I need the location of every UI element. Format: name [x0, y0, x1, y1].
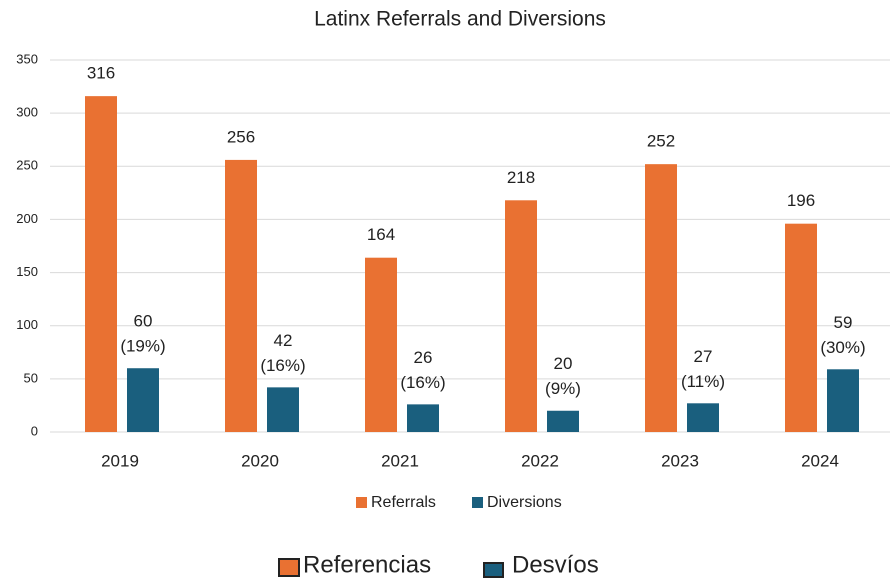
y-tick-label: 50	[24, 370, 38, 385]
x-tick-label: 2020	[241, 451, 279, 470]
data-label: 60	[134, 312, 153, 331]
y-tick-label: 0	[31, 423, 38, 438]
legend-swatch	[472, 497, 483, 508]
x-tick-label: 2023	[661, 451, 699, 470]
data-label: 20	[554, 354, 573, 373]
y-tick-label: 250	[16, 158, 38, 173]
legend-label: Diversions	[487, 494, 562, 511]
bar	[785, 223, 817, 432]
y-tick-label: 200	[16, 211, 38, 226]
y-tick-label: 100	[16, 317, 38, 332]
bar	[127, 368, 159, 432]
bar	[85, 96, 117, 432]
data-label: 42	[274, 331, 293, 350]
legend-swatch	[356, 497, 367, 508]
bar	[407, 404, 439, 432]
data-label: 218	[507, 168, 535, 187]
bar	[225, 159, 257, 432]
legend-swatch	[278, 558, 300, 577]
data-label: 252	[647, 132, 675, 151]
data-label: 316	[87, 64, 115, 83]
x-tick-label: 2024	[801, 451, 839, 470]
legend-swatch	[483, 562, 504, 578]
y-tick-label: 300	[16, 105, 38, 120]
bar	[505, 200, 537, 432]
data-label: 256	[227, 127, 255, 146]
percent-label: (11%)	[681, 372, 725, 391]
bar	[365, 257, 397, 432]
y-tick-label: 150	[16, 264, 38, 279]
data-label: 27	[694, 347, 713, 366]
bar	[547, 410, 579, 432]
legend-label: Referrals	[371, 494, 436, 511]
data-label: 196	[787, 191, 815, 210]
legend-label: Desvíos	[512, 551, 599, 578]
x-tick-label: 2021	[381, 451, 419, 470]
y-tick-label: 350	[16, 51, 38, 66]
x-tick-label: 2022	[521, 451, 559, 470]
data-label: 59	[834, 313, 853, 332]
bar	[827, 369, 859, 432]
percent-label: (30%)	[820, 338, 865, 357]
bar	[267, 387, 299, 432]
bar	[645, 164, 677, 432]
bar	[687, 403, 719, 432]
percent-label: (16%)	[260, 356, 305, 375]
percent-label: (9%)	[545, 379, 581, 398]
data-label: 26	[414, 348, 433, 367]
x-tick-label: 2019	[101, 451, 139, 470]
percent-label: (16%)	[400, 373, 445, 392]
percent-label: (19%)	[120, 337, 165, 356]
chart-title: Latinx Referrals and Diversions	[314, 8, 606, 31]
legend-label: Referencias	[303, 551, 431, 578]
data-label: 164	[367, 225, 395, 244]
